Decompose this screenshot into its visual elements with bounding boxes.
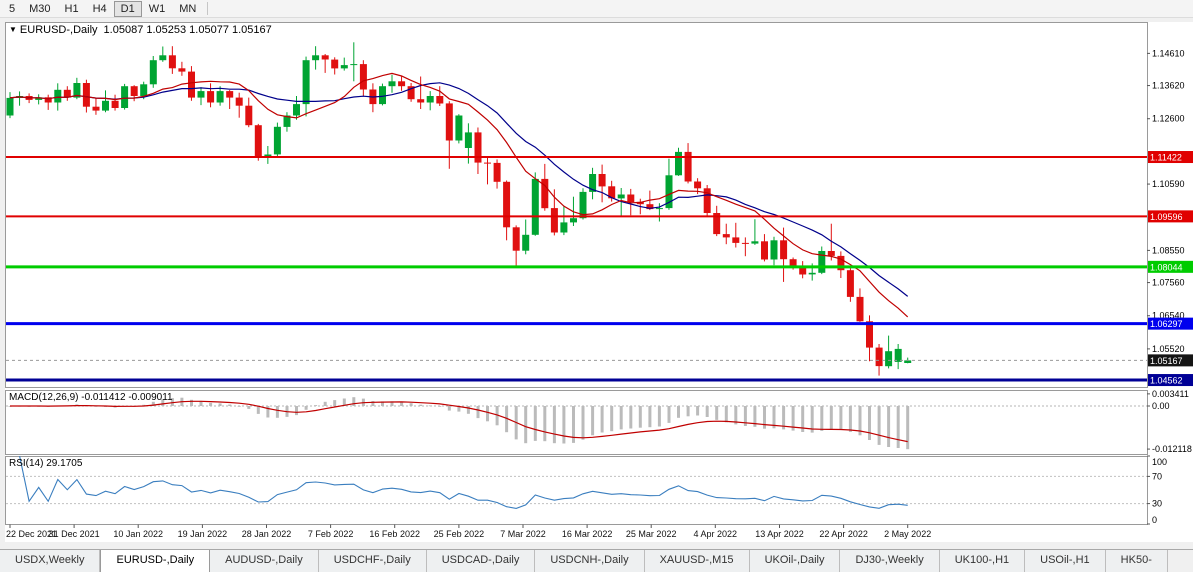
price-chart: 1.14610 1.13620 1.12600 1.10590 1.08550 1.075…: [0, 18, 1193, 549]
timeframe-d1[interactable]: D1: [113, 0, 142, 17]
date-label-22-dec-2021: 22 Dec 2021: [6, 529, 57, 539]
ma-16-line: [9, 82, 909, 297]
main-pane-border: [5, 22, 1148, 388]
date-label-7-feb-2022: 7 Feb 2022: [308, 529, 354, 539]
price-badge-1.06297: 1.06297: [1148, 317, 1193, 330]
rsi-indicator-label: RSI(14) 29.1705: [9, 458, 83, 469]
date-label-13-apr-2022: 13 Apr 2022: [755, 529, 804, 539]
timeframe-w1[interactable]: W1: [148, 2, 166, 15]
price-axis-label-1.08550: 1.08550: [1152, 245, 1185, 255]
price-axis-label-1.14610: 1.14610: [1152, 48, 1185, 58]
chart-ohlc-values: 1.05087 1.05253 1.05077 1.05167: [103, 24, 272, 36]
chart-tabs-bar: USDX,Weekly EURUSD-,Daily AUDUSD-,Daily USD…: [0, 549, 1193, 572]
date-label-19-jan-2022: 19 Jan 2022: [178, 529, 228, 539]
ma-10-line: [9, 72, 909, 318]
chart-tab-hk50[interactable]: HK50-: [1105, 550, 1168, 572]
macd-axis-label-0-003411: 0.003411: [1152, 389, 1189, 399]
price-axis-label-1.12600: 1.12600: [1152, 114, 1185, 124]
chart-tab-dj30-weekly[interactable]: DJ30-,Weekly: [840, 550, 940, 572]
price-badge-1.08044: 1.08044: [1148, 260, 1193, 273]
date-label-4-apr-2022: 4 Apr 2022: [694, 529, 738, 539]
chart-area: 1.14610 1.13620 1.12600 1.10590 1.08550 1.075…: [0, 18, 1193, 549]
date-label-22-apr-2022: 22 Apr 2022: [819, 529, 868, 539]
rsi-axis-label-70: 70: [1152, 471, 1162, 481]
timeframe-toolbar: 5 M30 H1 H4 D1 W1 MN: [0, 0, 1193, 18]
macd-signal-line: [10, 400, 908, 443]
svg-text:1.06297: 1.06297: [1150, 319, 1183, 329]
svg-text:1.09596: 1.09596: [1150, 212, 1183, 222]
svg-text:1.08044: 1.08044: [1150, 262, 1183, 272]
date-label-7-mar-2022: 7 Mar 2022: [500, 529, 546, 539]
toolbar-separator: [207, 2, 209, 15]
chart-tab-ukoil-daily[interactable]: UKOil-,Daily: [749, 550, 841, 572]
date-label-25-feb-2022: 25 Feb 2022: [434, 529, 485, 539]
timeframe-m30[interactable]: M30: [29, 2, 51, 15]
price-axis-label-1.13620: 1.13620: [1152, 81, 1185, 91]
price-badge-1.09596: 1.09596: [1148, 210, 1193, 223]
price-axis-label-1.06540: 1.06540: [1152, 311, 1185, 321]
chart-title: ▼ EURUSD-,Daily 1.05087 1.05253 1.05077 1.…: [9, 24, 272, 36]
chart-tab-usdcnh-daily[interactable]: USDCNH-,Daily: [535, 550, 645, 572]
price-axis-label-1.05520: 1.05520: [1152, 344, 1185, 354]
chart-tab-usoil-h1[interactable]: USOil-,H1: [1025, 550, 1106, 572]
rsi-pane-border: [5, 456, 1148, 525]
macd-axis-label-0-00: 0.00: [1152, 401, 1170, 411]
rsi-axis-label-100: 100: [1152, 457, 1167, 467]
chart-tab-eurusd-daily[interactable]: EURUSD-,Daily: [100, 550, 211, 572]
svg-text:1.11422: 1.11422: [1150, 153, 1182, 163]
rsi-line: [19, 455, 908, 509]
symbol-dropdown-arrow[interactable]: ▼: [9, 25, 17, 34]
date-label-10-jan-2022: 10 Jan 2022: [113, 529, 163, 539]
macd-axis-label-0-012118: -0.012118: [1152, 444, 1192, 454]
candlestick-series: [6, 42, 912, 376]
timeframe-5[interactable]: 5: [9, 2, 16, 15]
timeframe-h1[interactable]: H1: [64, 2, 79, 15]
date-label-16-mar-2022: 16 Mar 2022: [562, 529, 613, 539]
rsi-axis-label-0: 0: [1152, 515, 1157, 525]
chart-tab-audusd-daily[interactable]: AUDUSD-,Daily: [210, 550, 319, 572]
svg-text:1.05167: 1.05167: [1150, 356, 1183, 366]
svg-text:1.04562: 1.04562: [1150, 376, 1183, 386]
macd-indicator-label: MACD(12,26,9) -0.011412 -0.009011: [9, 392, 173, 403]
current-price-badge: 1.05167: [1148, 354, 1193, 367]
date-label-16-feb-2022: 16 Feb 2022: [369, 529, 420, 539]
date-label-28-jan-2022: 28 Jan 2022: [242, 529, 292, 539]
timeframe-h4[interactable]: H4: [92, 2, 107, 15]
chart-symbol-label: EURUSD-,Daily: [19, 24, 98, 36]
rsi-axis-label-30: 30: [1152, 499, 1162, 509]
price-axis-label-1.10590: 1.10590: [1152, 179, 1185, 189]
chart-tab-usdchf-daily[interactable]: USDCHF-,Daily: [318, 550, 427, 572]
timeframe-mn[interactable]: MN: [179, 2, 197, 15]
chart-tab-xauusd-m15[interactable]: XAUUSD-,M15: [644, 550, 750, 572]
price-badge-1.11422: 1.11422: [1148, 151, 1193, 164]
chart-tab-usdx-weekly[interactable]: USDX,Weekly: [0, 550, 101, 572]
date-label-25-mar-2022: 25 Mar 2022: [626, 529, 677, 539]
macd-pane-border: [5, 390, 1148, 455]
price-axis-label-1.07560: 1.07560: [1152, 278, 1185, 288]
chart-tab-usdcad-daily[interactable]: USDCAD-,Daily: [426, 550, 536, 572]
date-label-31-dec-2021: 31 Dec 2021: [49, 529, 100, 539]
chart-tab-uk100-h1[interactable]: UK100-,H1: [939, 550, 1026, 572]
date-label-2-may-2022: 2 May 2022: [884, 529, 931, 539]
chart-background: [5, 22, 1193, 542]
price-badge-1.04562: 1.04562: [1148, 374, 1193, 387]
